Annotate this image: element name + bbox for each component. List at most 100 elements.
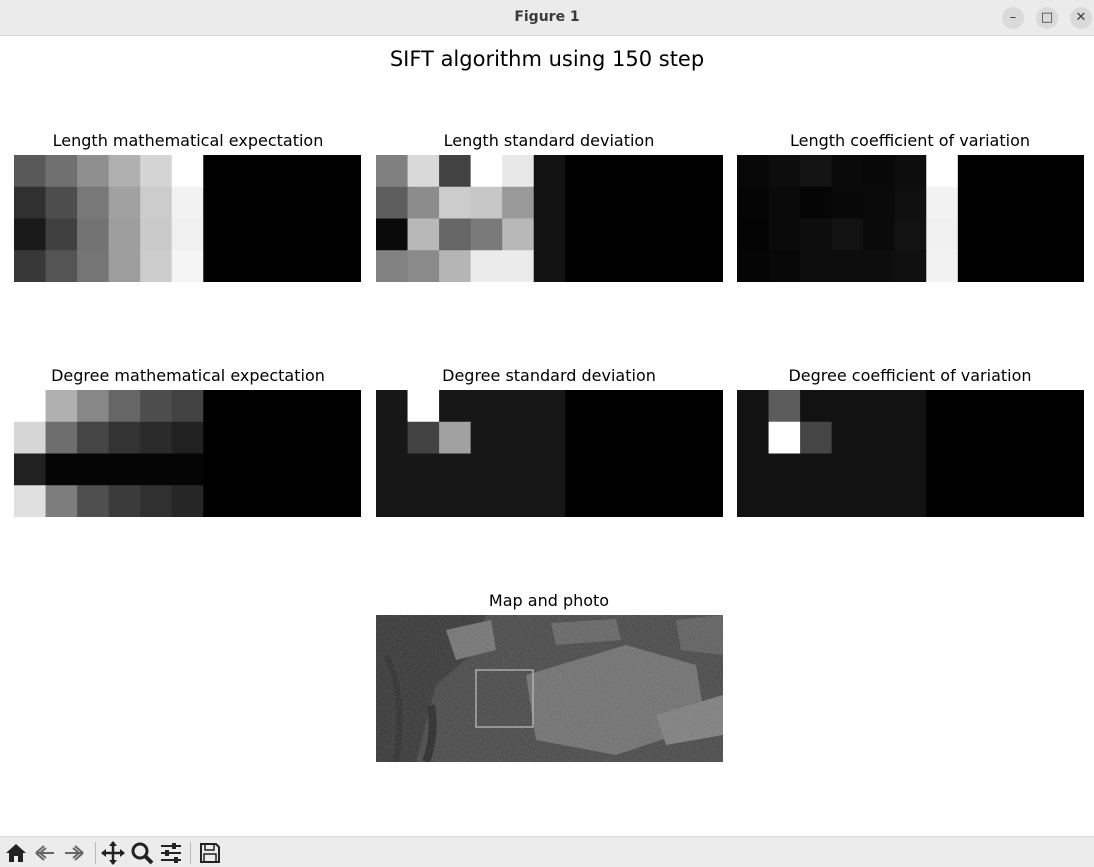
- heatmap-cell: [596, 250, 629, 282]
- heatmap-cell: [407, 390, 440, 423]
- heatmap-cell: [171, 390, 204, 423]
- heatmap-cell: [77, 218, 110, 251]
- heatmap-cell: [989, 453, 1022, 486]
- close-button[interactable]: ✕: [1070, 7, 1092, 29]
- heatmap-cell: [596, 186, 629, 220]
- heatmap-cell: [108, 421, 141, 455]
- heatmap-cell: [737, 250, 770, 282]
- map-texture: [376, 615, 723, 762]
- heatmap-cell: [691, 155, 723, 188]
- heatmap-cell: [376, 390, 409, 423]
- heatmap-cell: [691, 250, 723, 282]
- heatmap-cell: [203, 421, 236, 455]
- axes-title: Length coefficient of variation: [789, 131, 1030, 150]
- heatmap-degree-cv: [737, 390, 1084, 517]
- heatmap-cell: [926, 453, 959, 486]
- heatmap-cell: [800, 218, 833, 251]
- heatmap-cell: [329, 485, 361, 517]
- heatmap-cell: [768, 485, 801, 517]
- heatmap-cell: [894, 218, 927, 251]
- axes-title: Degree coefficient of variation: [788, 366, 1032, 385]
- heatmap-cell: [45, 453, 78, 486]
- heatmap-cell: [596, 485, 629, 517]
- heatmap-cell: [737, 390, 770, 423]
- heatmap-degree-std: [376, 390, 723, 517]
- heatmap-cell: [234, 186, 267, 220]
- heatmap-cell: [140, 421, 173, 455]
- heatmap-cell: [171, 155, 204, 188]
- toolbar-separator: [190, 842, 191, 864]
- forward-icon[interactable]: [61, 840, 87, 866]
- heatmap-cell: [926, 218, 959, 251]
- heatmap-cell: [659, 250, 693, 282]
- heatmap-cell: [234, 485, 267, 517]
- heatmap-cell: [894, 186, 927, 220]
- heatmap-cell: [297, 485, 331, 517]
- heatmap-cell: [171, 186, 204, 220]
- pan-icon[interactable]: [100, 840, 126, 866]
- heatmap-cell: [203, 390, 236, 423]
- maximize-button[interactable]: □: [1036, 7, 1058, 29]
- heatmap-cell: [533, 453, 566, 486]
- heatmap-cell: [926, 155, 959, 188]
- heatmap-cell: [989, 250, 1022, 282]
- heatmap-cell: [266, 218, 299, 251]
- map-photo-image: [376, 615, 723, 762]
- heatmap-cell: [768, 453, 801, 486]
- configure-subplots-icon[interactable]: [158, 840, 184, 866]
- heatmap-cell: [957, 421, 990, 455]
- heatmap-cell: [77, 250, 110, 282]
- heatmap-cell: [470, 453, 503, 486]
- heatmap-cell: [140, 155, 173, 188]
- heatmap-cell: [565, 186, 598, 220]
- heatmap-cell: [800, 485, 833, 517]
- heatmap-cell: [831, 390, 864, 423]
- heatmap-cell: [989, 218, 1022, 251]
- heatmap-cell: [1020, 250, 1054, 282]
- heatmap-cell: [831, 218, 864, 251]
- heatmap-cell: [203, 485, 236, 517]
- heatmap-cell: [1020, 485, 1054, 517]
- heatmap-cell: [691, 485, 723, 517]
- heatmap-cell: [171, 453, 204, 486]
- heatmap-cell: [45, 218, 78, 251]
- heatmap-cell: [565, 485, 598, 517]
- heatmap-cell: [737, 485, 770, 517]
- heatmap-cell: [45, 390, 78, 423]
- heatmap-cell: [863, 250, 896, 282]
- heatmap-cell: [628, 421, 661, 455]
- heatmap-cell: [297, 453, 331, 486]
- heatmap-cell: [894, 421, 927, 455]
- heatmap-cell: [596, 390, 629, 423]
- heatmap-cell: [596, 155, 629, 188]
- heatmap-cell: [628, 453, 661, 486]
- heatmap-cell: [863, 453, 896, 486]
- heatmap-cell: [203, 453, 236, 486]
- heatmap-cell: [831, 453, 864, 486]
- heatmap-cell: [439, 250, 472, 282]
- heatmap-cell: [1052, 453, 1084, 486]
- heatmap-cell: [768, 421, 801, 455]
- heatmap-cell: [470, 485, 503, 517]
- heatmap-cell: [533, 485, 566, 517]
- heatmap-cell: [989, 421, 1022, 455]
- heatmap-cell: [14, 485, 47, 517]
- heatmap-cell: [470, 390, 503, 423]
- zoom-icon[interactable]: [129, 840, 155, 866]
- heatmap-cell: [108, 390, 141, 423]
- heatmap-cell: [234, 218, 267, 251]
- heatmap-cell: [203, 155, 236, 188]
- heatmap-cell: [989, 186, 1022, 220]
- home-icon[interactable]: [3, 840, 29, 866]
- minimize-button[interactable]: –: [1002, 7, 1024, 29]
- heatmap-cell: [565, 155, 598, 188]
- heatmap-cell: [628, 250, 661, 282]
- heatmap-cell: [659, 155, 693, 188]
- heatmap-cell: [45, 485, 78, 517]
- save-icon[interactable]: [197, 840, 223, 866]
- heatmap-cell: [957, 390, 990, 423]
- back-icon[interactable]: [32, 840, 58, 866]
- heatmap-cell: [926, 421, 959, 455]
- heatmap-cell: [957, 218, 990, 251]
- heatmap-cell: [926, 186, 959, 220]
